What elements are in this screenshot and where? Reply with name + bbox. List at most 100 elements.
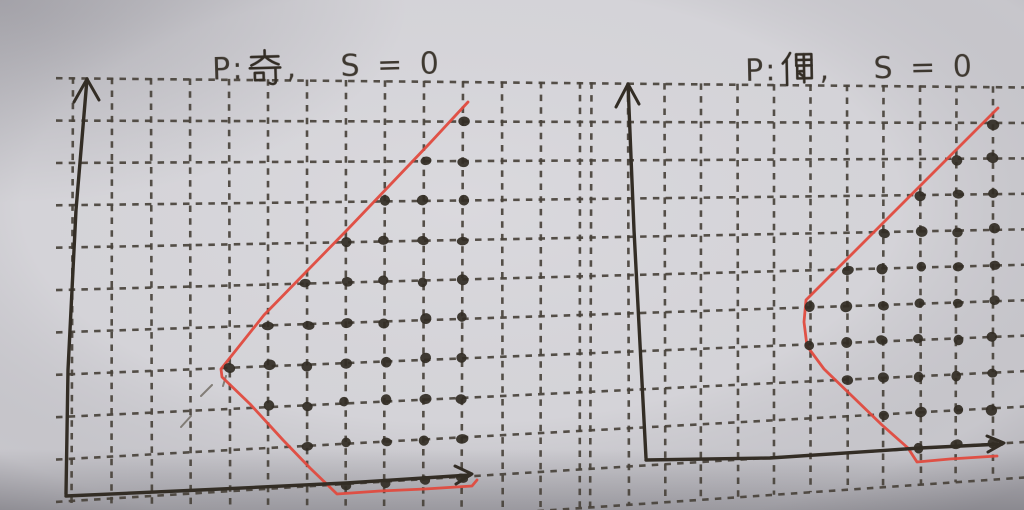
red-boundary-right [802, 106, 1000, 464]
lattice-dot [985, 404, 998, 416]
lattice-dots-left [223, 116, 470, 491]
lattice-dot [841, 337, 853, 348]
lattice-dot [913, 334, 923, 344]
lattice-dot [301, 441, 314, 451]
lattice-dot [457, 157, 470, 168]
grid-vline [188, 78, 192, 508]
kanji-stroke [781, 51, 792, 65]
lattice-dot [456, 236, 469, 246]
lattice-dot [952, 189, 964, 199]
lattice-dot [455, 473, 469, 483]
axis-arrow [614, 82, 641, 109]
lattice-dot [339, 396, 349, 407]
lattice-dot [987, 437, 999, 449]
kanji-stroke [785, 58, 789, 87]
lattice-dot [341, 237, 352, 248]
pencil-mark [200, 384, 213, 397]
lattice-dot [988, 188, 999, 199]
lattice-dot [420, 313, 432, 325]
lattice-dot [878, 228, 890, 239]
lattice-dot [952, 227, 963, 238]
lattice-dot [378, 275, 389, 285]
grid-vline [110, 77, 114, 508]
lattice-dot [301, 361, 313, 372]
lattice-dot [340, 481, 352, 491]
lattice-dot [420, 156, 432, 166]
lattice-dot [916, 261, 927, 272]
lattice-dot [877, 301, 889, 311]
grid-vline [736, 83, 740, 498]
lattice-dot [380, 356, 392, 368]
left-panel [64, 77, 479, 498]
lattice-dot [380, 478, 391, 489]
lattice-dot [876, 335, 888, 345]
lattice-dot [953, 334, 964, 346]
lattice-dot [804, 301, 815, 313]
lattice-dot [379, 195, 391, 206]
lattice-dot [341, 318, 353, 329]
lattice-dot [302, 401, 313, 412]
lattice-dot [418, 435, 430, 446]
grid-vline [149, 78, 154, 508]
y-axis-right [626, 82, 648, 460]
grid-hline [55, 334, 1024, 377]
lattice-dot [987, 368, 998, 378]
lattice-dot [951, 370, 962, 382]
lattice-dot [458, 194, 470, 206]
grid-vline [954, 85, 958, 483]
grid-hline [55, 405, 1024, 461]
grid-vline [227, 78, 232, 508]
lattice-dot [952, 262, 964, 272]
lattice-dot [458, 116, 470, 127]
lattice-dot [340, 358, 352, 369]
lattice-dot [950, 439, 963, 450]
lattice-dot [989, 260, 1001, 270]
kanji-stroke [253, 71, 266, 82]
lattice-dot [951, 155, 963, 166]
right-panel [614, 82, 1006, 464]
kanji-stroke [798, 72, 805, 78]
grid-vline [918, 85, 923, 485]
lattice-dot [914, 298, 925, 308]
lattice-dot [457, 312, 467, 322]
lattice-dot [915, 226, 928, 237]
lattice-panels [64, 77, 1006, 498]
lattice-dot [341, 276, 353, 287]
lattice-dot [299, 278, 311, 288]
kanji-stroke [250, 55, 280, 59]
lattice-dot [804, 340, 815, 351]
lattice-dot [915, 406, 927, 418]
lattice-dot [841, 375, 854, 385]
lattice-dot [953, 404, 964, 415]
lattice-dot [419, 393, 432, 405]
lattice-dot [378, 318, 390, 329]
lattice-dot [417, 277, 428, 288]
lattice-dot [223, 363, 236, 373]
grid-vline [845, 84, 850, 490]
lattice-dot [416, 194, 429, 206]
lattice-dot [876, 263, 888, 275]
grid-vline [70, 77, 75, 508]
lattice-dot [986, 331, 998, 342]
grid-vline [663, 83, 667, 503]
title-prefix: P: [211, 51, 245, 88]
kanji-stroke [795, 52, 814, 67]
lattice-dots-right [804, 119, 1001, 454]
lattice-dot [988, 223, 1001, 234]
lattice-dot [952, 298, 963, 308]
lattice-dot [302, 321, 315, 330]
lattice-dot [420, 352, 432, 364]
lattice-dot [341, 437, 351, 448]
lattice-dot [989, 295, 1000, 306]
lattice-dot [877, 372, 889, 383]
lattice-dot [841, 265, 854, 276]
kanji-stroke [265, 56, 281, 66]
lattice-dot [377, 235, 389, 245]
kanji-stroke [250, 56, 266, 67]
lattice-dot [986, 119, 1000, 131]
kanji-stroke [268, 66, 278, 86]
lattice-dot [456, 434, 469, 444]
title-suffix: , S = 0 [285, 46, 444, 86]
